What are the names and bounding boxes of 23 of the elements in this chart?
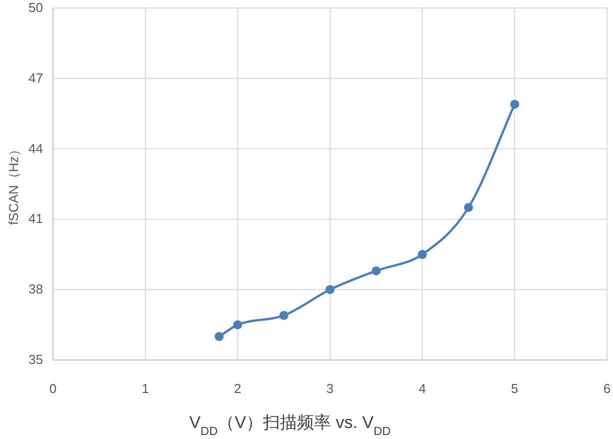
x-tick-label: 6 bbox=[603, 381, 611, 396]
x-axis-title: V$_{DD}$（V）扫描频率 vs. V$_{DD}$ bbox=[189, 413, 392, 438]
x-tick-label: 1 bbox=[142, 381, 149, 396]
x-tick-label: 4 bbox=[418, 381, 426, 396]
x-tick-label: 0 bbox=[49, 381, 57, 396]
point bbox=[418, 250, 427, 259]
point bbox=[214, 332, 224, 342]
y-tick-label: 47 bbox=[28, 70, 43, 86]
x-tick-label: 5 bbox=[511, 381, 518, 396]
point bbox=[326, 285, 334, 294]
y-tick-label: 41 bbox=[28, 211, 43, 226]
x-tick-label: 2 bbox=[234, 381, 242, 396]
point bbox=[464, 202, 473, 212]
point bbox=[372, 266, 381, 276]
y-axis-title: fSCAN（Hz） bbox=[6, 143, 21, 225]
point bbox=[279, 310, 288, 320]
y-tick-label: 38 bbox=[28, 282, 43, 297]
point bbox=[233, 320, 242, 330]
y-tick-label: 44 bbox=[28, 140, 43, 156]
y-tick-label: 35 bbox=[28, 352, 43, 367]
x-tick-label: 3 bbox=[326, 381, 334, 396]
point bbox=[510, 100, 520, 109]
y-tick-label: 50 bbox=[28, 0, 43, 15]
